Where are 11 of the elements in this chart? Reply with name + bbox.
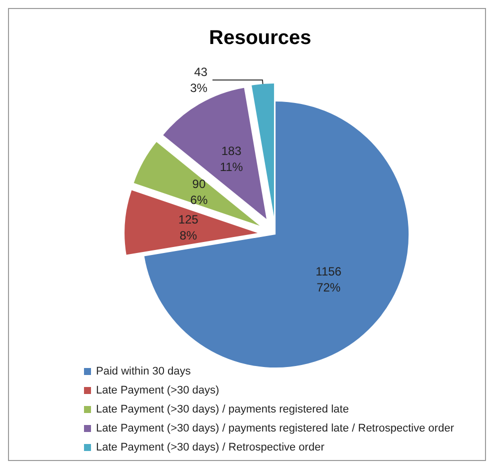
data-label: 90 6% — [190, 177, 208, 208]
legend-label: Late Payment (>30 days) — [96, 384, 220, 396]
data-label: 125 8% — [178, 212, 199, 242]
data-label: 183 11% — [220, 144, 244, 174]
legend-label: Late Payment (>30 days) / Retrospective order — [96, 442, 325, 454]
legend-label: Late Payment (>30 days) / payments registered late — [96, 404, 349, 416]
legend-label: Late Payment (>30 days) / payments registered late / Retrospective order — [96, 422, 454, 434]
data-label: 1156 72% — [316, 264, 342, 294]
data-label: 43 3% — [190, 65, 208, 96]
legend-label: Paid within 30 days — [96, 366, 192, 378]
chart-title: Resources — [209, 27, 312, 49]
